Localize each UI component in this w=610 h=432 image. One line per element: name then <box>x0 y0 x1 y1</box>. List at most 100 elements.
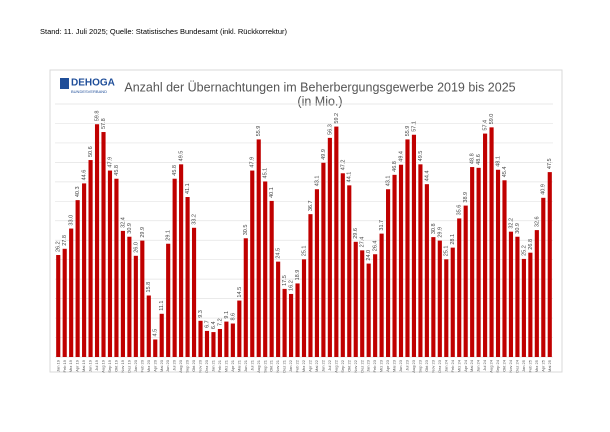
x-tick-label: Okt 23 <box>424 359 429 372</box>
x-tick-label: Okt 24 <box>502 359 507 372</box>
bar <box>295 283 300 357</box>
value-label: 48.6 <box>476 154 482 165</box>
value-label: 29.6 <box>353 228 359 239</box>
value-label: 26.0 <box>133 242 139 253</box>
value-label: 26.4 <box>373 241 379 252</box>
bar <box>495 169 501 357</box>
x-tick-label: Jul 23 <box>405 359 410 370</box>
value-label: 43.1 <box>386 176 392 187</box>
x-tick-label: Apr 24 <box>463 359 468 372</box>
value-label: 32.2 <box>508 218 514 229</box>
value-label: 25.1 <box>301 246 307 257</box>
value-label: 24.5 <box>276 248 282 259</box>
x-tick-label: Feb 23 <box>372 359 377 372</box>
x-tick-label: Dez 23 <box>437 359 442 372</box>
bar <box>373 254 378 357</box>
bar <box>82 183 87 357</box>
value-label: 47.2 <box>340 160 346 171</box>
bar <box>360 250 365 357</box>
bar <box>463 205 468 357</box>
x-tick-label: Aug 24 <box>489 359 494 372</box>
x-tick-label: Jan 19 <box>55 359 60 372</box>
bar <box>489 127 494 357</box>
value-label: 30.9 <box>127 223 133 234</box>
value-label: 49.9 <box>321 149 327 160</box>
bar <box>470 167 475 357</box>
x-tick-label: Apr 22 <box>308 359 313 372</box>
x-tick-label: Sep 22 <box>340 359 345 372</box>
bar <box>191 227 197 357</box>
bar <box>230 323 235 357</box>
value-label: 24.0 <box>366 250 372 261</box>
bar <box>250 170 255 357</box>
bar <box>366 263 371 357</box>
x-tick-label: Mai 20 <box>159 359 164 372</box>
x-tick-label: Apr 21 <box>230 359 235 372</box>
value-label: 44.6 <box>82 170 88 181</box>
value-label: 43.1 <box>314 176 320 187</box>
x-tick-label: Nov 19 <box>120 359 125 372</box>
logo-name: DEHOGA <box>71 78 115 89</box>
x-tick-label: Jun 19 <box>88 359 93 372</box>
x-tick-label: Aug 23 <box>411 359 416 372</box>
value-label: 18.9 <box>295 270 301 281</box>
bar <box>198 320 203 357</box>
bar <box>431 237 436 357</box>
value-label: 49.5 <box>179 151 185 162</box>
bar <box>159 313 164 357</box>
bar <box>185 197 190 357</box>
value-label: 49.5 <box>418 151 424 162</box>
x-tick-label: Nov 22 <box>353 359 358 372</box>
value-label: 33.2 <box>192 214 198 225</box>
x-tick-label: Sep 19 <box>107 359 112 372</box>
value-label: 40.3 <box>75 186 81 197</box>
value-label: 30.5 <box>243 225 249 236</box>
bar <box>204 330 210 357</box>
x-tick-label: Mai 19 <box>81 359 86 372</box>
value-label: 47.9 <box>250 157 256 168</box>
value-label: 45.4 <box>502 167 508 178</box>
value-label: 29.1 <box>166 230 172 241</box>
value-label: 25.2 <box>521 245 527 256</box>
bar <box>56 255 61 357</box>
chart-title: Anzahl der Übernachtungen im Beherbergun… <box>124 80 515 94</box>
value-label: 40.9 <box>541 184 547 195</box>
x-tick-label: Aug 19 <box>101 359 106 372</box>
value-label: 47.5 <box>547 158 553 169</box>
value-label: 45.8 <box>114 165 120 176</box>
bar <box>101 132 106 357</box>
bar <box>211 332 216 357</box>
x-tick-label: Dez 21 <box>282 359 287 372</box>
value-label: 27.8 <box>62 235 68 246</box>
bar <box>301 259 307 357</box>
value-label: 45.1 <box>263 168 269 179</box>
bar <box>107 170 113 357</box>
x-tick-label: Sep 20 <box>185 359 190 372</box>
x-tick-label: Mrz 23 <box>379 359 384 372</box>
value-label: 56.3 <box>327 124 333 135</box>
x-tick-label: Feb 21 <box>217 359 222 372</box>
bar <box>379 233 384 357</box>
bar <box>508 231 514 357</box>
bar <box>450 247 455 357</box>
value-label: 29.9 <box>437 227 443 238</box>
value-label: 44.1 <box>347 172 353 183</box>
bar <box>392 174 397 357</box>
chart-frame <box>49 69 563 373</box>
x-tick-label: Jun 24 <box>476 359 481 372</box>
x-tick-label: Jun 22 <box>320 359 325 372</box>
value-label: 57.8 <box>101 118 107 129</box>
value-label: 32.6 <box>534 216 540 227</box>
bar <box>146 295 151 357</box>
value-label: 48.1 <box>495 156 501 167</box>
x-tick-label: Sep 23 <box>417 359 422 372</box>
bar <box>120 230 125 357</box>
x-tick-label: Nov 24 <box>508 359 513 372</box>
x-tick-label: Jun 23 <box>398 359 403 372</box>
x-tick-label: Mrz 20 <box>146 359 151 372</box>
value-label: 41.1 <box>185 183 191 194</box>
value-label: 44.4 <box>424 170 430 181</box>
value-label: 17.5 <box>282 275 288 286</box>
x-tick-label: Jul 22 <box>327 359 332 370</box>
x-tick-label: Jan 21 <box>211 359 216 372</box>
